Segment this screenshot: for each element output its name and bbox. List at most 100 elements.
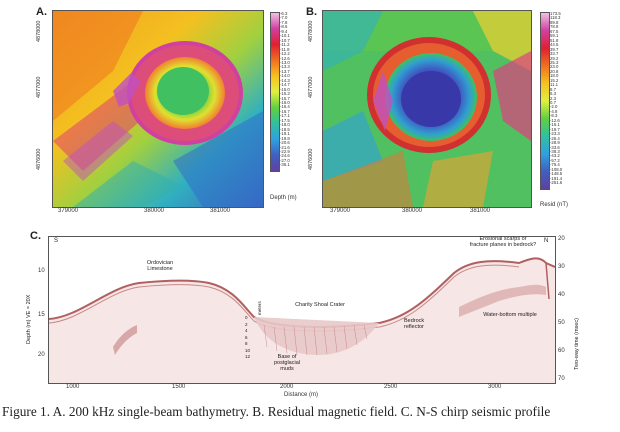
residual-colorbar-label: -38.3 <box>550 148 560 154</box>
annotation-erosional: Erosional scarps or fracture planes in b… <box>469 236 537 248</box>
residual-colorbar-label: -8.3 <box>550 113 558 119</box>
north-label: N <box>544 238 549 244</box>
inset-axis-tick: 4 <box>245 328 248 333</box>
map-b-easting-tick: 380000 <box>402 208 423 214</box>
right-axis-tick: 50 <box>558 320 565 326</box>
residual-colorbar-label: -75.4 <box>550 162 560 168</box>
right-axis-label: Two-way time (msec) <box>574 318 580 370</box>
depth-colorbar-label: -24.6 <box>280 153 290 159</box>
annotation-bedrock: Bedrock reflector <box>404 318 425 330</box>
residual-colorbar-label: 8.7 <box>550 86 556 92</box>
right-axis-tick: 30 <box>558 264 565 270</box>
depth-colorbar-label: -6.3 <box>280 11 288 16</box>
depth-colorbar-label: -9.4 <box>280 28 288 34</box>
residual-colorbar-label: -43.2 <box>550 153 560 159</box>
depth-colorbar-label: -19.8 <box>280 135 290 141</box>
right-axis-tick: 70 <box>558 376 565 382</box>
panel-b-letter: B. <box>306 6 317 18</box>
inset-axis-tick: 0 <box>245 315 248 320</box>
depth-colorbar-label: -18.0 <box>280 122 290 128</box>
residual-colorbar-label: 51.8 <box>550 37 559 43</box>
map-b-northing-tick: 4876000 <box>308 148 314 170</box>
depth-colorbar-label: -13.3 <box>280 64 290 70</box>
panel-c-letter: C. <box>30 230 41 242</box>
residual-colorbar-label: -191.4 <box>550 175 563 181</box>
depth-colorbar-label: -15.0 <box>280 86 290 92</box>
right-axis-tick: 20 <box>558 236 565 242</box>
depth-colorbar-label: -36.1 <box>280 162 290 168</box>
residual-colorbar-label: 23.0 <box>550 64 559 70</box>
residual-colorbar-label: 20.8 <box>550 68 559 74</box>
depth-colorbar-label: -18.5 <box>280 126 290 132</box>
depth-colorbar-label: -15.7 <box>280 95 290 101</box>
bathymetry-map <box>52 10 264 208</box>
residual-colorbar-label: 29.2 <box>550 55 559 61</box>
inset-axis-tick: 6 <box>245 334 248 340</box>
residual-colorbar-label: 2.3 <box>550 95 556 101</box>
residual-colorbar-label: -12.6 <box>550 117 560 123</box>
figure-caption: Figure 1. A. 200 kHz single-beam bathyme… <box>2 404 551 419</box>
depth-colorbar-label: -14.7 <box>280 82 290 88</box>
map-a-northing-tick: 4877000 <box>36 76 42 98</box>
depth-colorbar-label: -14.0 <box>280 73 290 79</box>
panel-a-letter: A. <box>36 6 47 18</box>
distance-tick: 1500 <box>172 384 186 390</box>
residual-colorbar-label: 33.7 <box>550 51 559 57</box>
inset-axis-label: meters <box>257 301 262 315</box>
depth-colorbar <box>270 12 280 172</box>
map-b-northing-tick: 4877000 <box>308 76 314 98</box>
residual-colorbar-label: -57.2 <box>550 157 560 163</box>
residual-colorbar-label: -108.0 <box>550 166 563 172</box>
south-label: S <box>54 238 59 244</box>
depth-colorbar-label: -16.7 <box>280 108 290 114</box>
seismic-profile: meters 0 2 4 6 8 10 12 <box>48 236 556 384</box>
right-axis-tick: 60 <box>558 348 565 354</box>
residual-colorbar-label: -148.5 <box>550 171 563 177</box>
depth-colorbar-label: -7.8 <box>280 19 288 25</box>
map-a-easting-tick: 379000 <box>58 208 79 214</box>
annotation-base-postglacial: Base of postglacial muds <box>274 354 300 372</box>
depth-colorbar-label: -16.4 <box>280 104 290 110</box>
left-axis-tick: 20 <box>38 352 45 358</box>
map-a-northing-tick: 4878000 <box>36 20 42 42</box>
magnetic-map <box>322 10 532 208</box>
distance-tick: 1000 <box>66 384 80 390</box>
residual-colorbar-label: -19.7 <box>550 126 560 132</box>
depth-colorbar-label: -14.3 <box>280 77 290 83</box>
depth-colorbar-label: -13.0 <box>280 59 290 65</box>
map-b-northing-tick: 4878000 <box>308 20 314 42</box>
depth-colorbar-label: -15.3 <box>280 91 290 97</box>
residual-colorbar-label: 25.3 <box>550 59 559 65</box>
depth-colorbar-label: -7.0 <box>280 15 288 21</box>
depth-colorbar-label: -16.0 <box>280 100 290 105</box>
annotation-crater: Charity Shoal Crater <box>295 302 345 308</box>
residual-colorbar-label: 59.1 <box>550 33 559 39</box>
residual-colorbar-label: 118.3 <box>550 15 561 21</box>
inset-axis-tick: 12 <box>245 354 251 359</box>
residual-colorbar-label: 89.8 <box>550 19 559 25</box>
map-a-northing-tick: 4876000 <box>36 148 42 170</box>
residual-colorbar-label: 15.2 <box>550 77 559 83</box>
residual-colorbar-label: -16.1 <box>550 122 560 128</box>
residual-colorbar-label: 173.5 <box>550 11 561 16</box>
depth-colorbar-label: -10.7 <box>280 37 290 43</box>
residual-colorbar-label: -251.6 <box>550 180 563 186</box>
inset-axis-tick: 2 <box>245 321 248 327</box>
bathymetry-map-image <box>53 11 263 207</box>
left-axis-tick: 15 <box>38 312 45 318</box>
distance-axis-label: Distance (m) <box>284 392 319 398</box>
residual-colorbar-label: 11.1 <box>550 82 559 88</box>
residual-colorbar-label: 39.7 <box>550 46 559 52</box>
depth-colorbar-title: Depth (m) <box>270 195 297 201</box>
residual-colorbar-title: Resid (nT) <box>540 202 569 208</box>
depth-colorbar-label: -12.2 <box>280 51 290 57</box>
residual-colorbar-label: -26.4 <box>550 135 560 141</box>
residual-colorbar-label: 78.8 <box>550 24 559 30</box>
depth-colorbar-label: -10.1 <box>280 33 290 39</box>
map-b-easting-tick: 381000 <box>470 208 491 214</box>
residual-colorbar-label: -4.8 <box>550 108 558 114</box>
residual-colorbar <box>540 12 550 190</box>
map-a-easting-tick: 380000 <box>144 208 165 214</box>
left-axis-tick: 10 <box>38 268 45 274</box>
depth-colorbar-label: -11.8 <box>280 46 290 52</box>
